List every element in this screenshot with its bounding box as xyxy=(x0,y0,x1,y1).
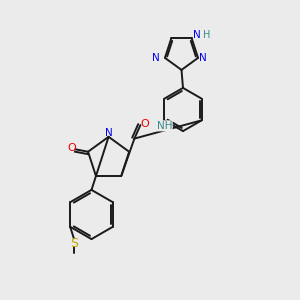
Text: N: N xyxy=(193,30,201,40)
Text: NH: NH xyxy=(157,121,172,131)
Text: N: N xyxy=(199,53,207,63)
Text: O: O xyxy=(140,118,149,129)
Text: N: N xyxy=(105,128,113,138)
Text: N: N xyxy=(152,53,160,63)
Text: H: H xyxy=(203,30,211,40)
Text: O: O xyxy=(67,142,76,152)
Text: S: S xyxy=(70,237,78,250)
